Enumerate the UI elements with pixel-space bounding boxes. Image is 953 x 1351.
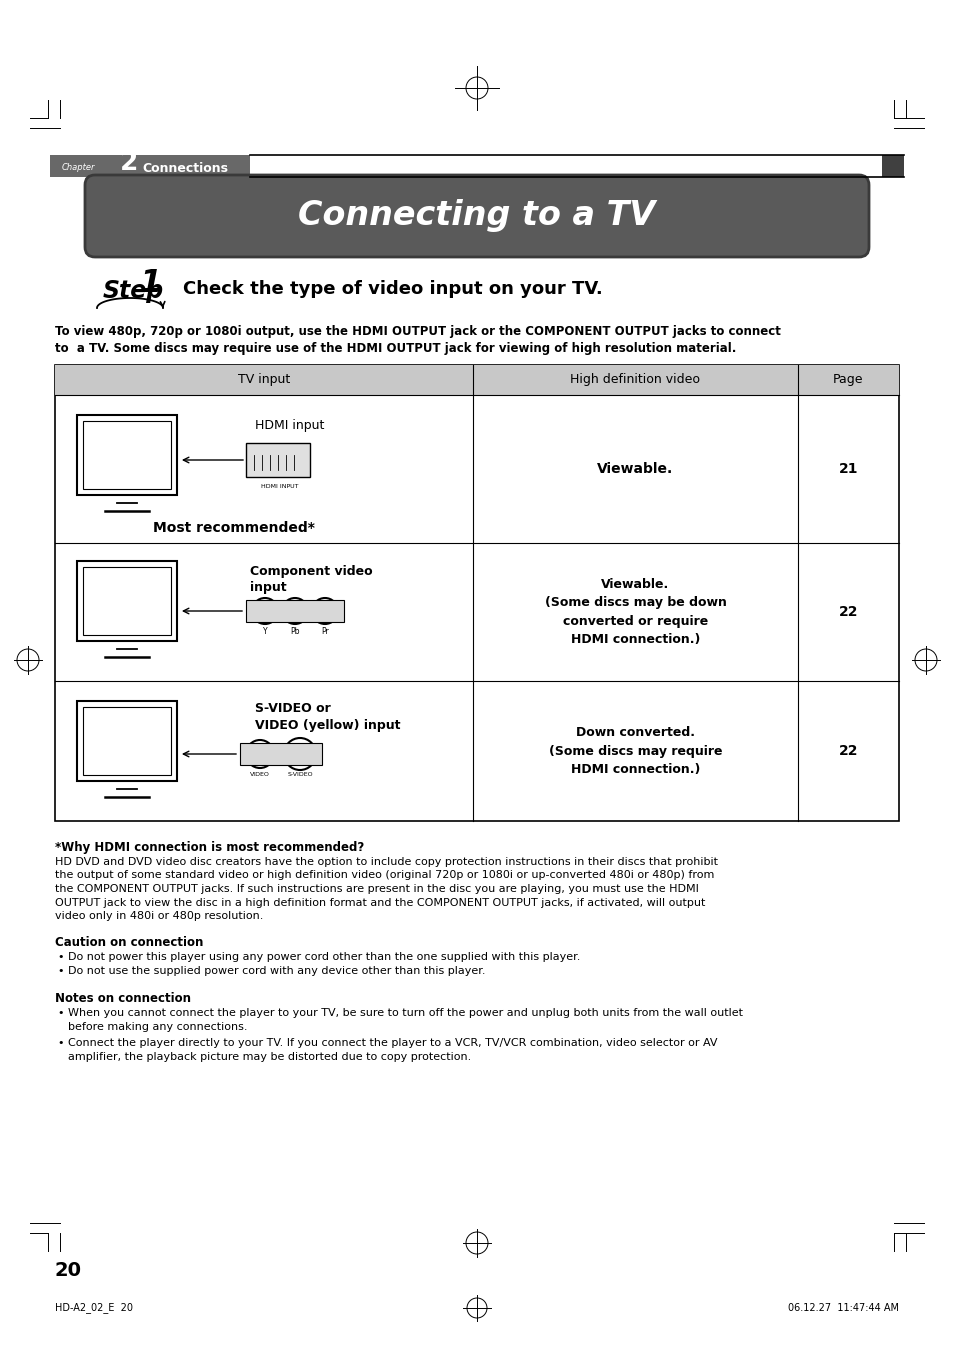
Text: input: input xyxy=(250,581,286,593)
Text: Do not power this player using any power cord other than the one supplied with t: Do not power this player using any power… xyxy=(68,952,579,962)
Text: HDMI INPUT: HDMI INPUT xyxy=(261,485,298,489)
Text: HD-A2_02_E  20: HD-A2_02_E 20 xyxy=(55,1302,132,1313)
Text: Do not use the supplied power cord with any device other than this player.: Do not use the supplied power cord with … xyxy=(68,966,485,977)
Text: Connect the player directly to your TV. If you connect the player to a VCR, TV/V: Connect the player directly to your TV. … xyxy=(68,1039,717,1048)
Text: HDMI input: HDMI input xyxy=(254,419,324,431)
Text: 22: 22 xyxy=(838,605,858,619)
Text: Most recommended*: Most recommended* xyxy=(152,521,314,535)
Text: Connecting to a TV: Connecting to a TV xyxy=(298,200,655,232)
Text: 06.12.27  11:47:44 AM: 06.12.27 11:47:44 AM xyxy=(787,1302,898,1313)
Bar xyxy=(882,155,903,177)
Text: Connections: Connections xyxy=(142,162,228,174)
Text: 22: 22 xyxy=(838,744,858,758)
Circle shape xyxy=(284,738,315,770)
Circle shape xyxy=(290,607,299,616)
FancyBboxPatch shape xyxy=(246,600,344,621)
Circle shape xyxy=(302,757,307,762)
Text: •: • xyxy=(57,952,64,962)
Text: 21: 21 xyxy=(838,462,858,476)
FancyBboxPatch shape xyxy=(240,743,322,765)
Bar xyxy=(77,561,177,640)
Text: the output of some standard video or high definition video (original 720p or 108: the output of some standard video or hig… xyxy=(55,870,714,881)
Text: Check the type of video input on your TV.: Check the type of video input on your TV… xyxy=(183,280,602,299)
Circle shape xyxy=(293,757,297,762)
Text: Y: Y xyxy=(262,627,267,635)
Text: Notes on connection: Notes on connection xyxy=(55,993,191,1005)
Text: •: • xyxy=(57,966,64,977)
FancyBboxPatch shape xyxy=(85,176,868,257)
Text: 1: 1 xyxy=(140,267,162,299)
Text: to  a TV. Some discs may require use of the HDMI OUTPUT jack for viewing of high: to a TV. Some discs may require use of t… xyxy=(55,342,736,355)
Circle shape xyxy=(297,751,302,757)
Bar xyxy=(83,567,171,635)
Bar xyxy=(77,415,177,494)
Circle shape xyxy=(254,748,265,759)
Text: When you cannot connect the player to your TV, be sure to turn off the power and: When you cannot connect the player to yo… xyxy=(68,1008,742,1019)
Bar xyxy=(77,701,177,781)
Text: High definition video: High definition video xyxy=(570,373,700,386)
Text: Down converted.
(Some discs may require
HDMI connection.): Down converted. (Some discs may require … xyxy=(548,725,721,775)
Text: Step: Step xyxy=(103,280,164,303)
Circle shape xyxy=(246,740,274,767)
Text: OUTPUT jack to view the disc in a high definition format and the COMPONENT OUTPU: OUTPUT jack to view the disc in a high d… xyxy=(55,897,704,908)
Bar xyxy=(55,365,898,821)
Text: Page: Page xyxy=(832,373,862,386)
Text: video only in 480i or 480p resolution.: video only in 480i or 480p resolution. xyxy=(55,911,263,921)
Text: 2: 2 xyxy=(120,150,138,176)
Text: *Why HDMI connection is most recommended?: *Why HDMI connection is most recommended… xyxy=(55,842,364,854)
Bar xyxy=(83,422,171,489)
Text: VIDEO: VIDEO xyxy=(250,771,270,777)
Text: amplifier, the playback picture may be distorted due to copy protection.: amplifier, the playback picture may be d… xyxy=(68,1052,471,1062)
Bar xyxy=(50,155,250,177)
Bar xyxy=(83,707,171,775)
Text: before making any connections.: before making any connections. xyxy=(68,1021,247,1032)
Text: •: • xyxy=(57,1008,64,1019)
Text: Viewable.
(Some discs may be down
converted or require
HDMI connection.): Viewable. (Some discs may be down conver… xyxy=(544,578,725,646)
Text: Component video: Component video xyxy=(250,565,373,577)
Bar xyxy=(55,365,898,394)
Text: •: • xyxy=(57,1039,64,1048)
Text: Pr: Pr xyxy=(321,627,329,635)
Circle shape xyxy=(282,598,308,624)
Circle shape xyxy=(302,747,307,751)
Text: Caution on connection: Caution on connection xyxy=(55,936,203,950)
Circle shape xyxy=(319,607,330,616)
Text: 20: 20 xyxy=(55,1260,82,1279)
Text: TV input: TV input xyxy=(237,373,290,386)
Text: Chapter: Chapter xyxy=(62,163,95,173)
Text: the COMPONENT OUTPUT jacks. If such instructions are present in the disc you are: the COMPONENT OUTPUT jacks. If such inst… xyxy=(55,884,699,894)
Text: Viewable.: Viewable. xyxy=(597,462,673,476)
Text: S-VIDEO: S-VIDEO xyxy=(287,771,313,777)
Text: VIDEO (yellow) input: VIDEO (yellow) input xyxy=(254,719,400,731)
Circle shape xyxy=(252,598,277,624)
Text: To view 480p, 720p or 1080i output, use the HDMI OUTPUT jack or the COMPONENT OU: To view 480p, 720p or 1080i output, use … xyxy=(55,326,781,338)
FancyBboxPatch shape xyxy=(246,443,310,477)
Text: Pb: Pb xyxy=(290,627,299,635)
Text: S-VIDEO or: S-VIDEO or xyxy=(254,703,331,716)
Text: HD DVD and DVD video disc creators have the option to include copy protection in: HD DVD and DVD video disc creators have … xyxy=(55,857,718,867)
Circle shape xyxy=(293,747,297,751)
Circle shape xyxy=(312,598,337,624)
Circle shape xyxy=(260,607,270,616)
